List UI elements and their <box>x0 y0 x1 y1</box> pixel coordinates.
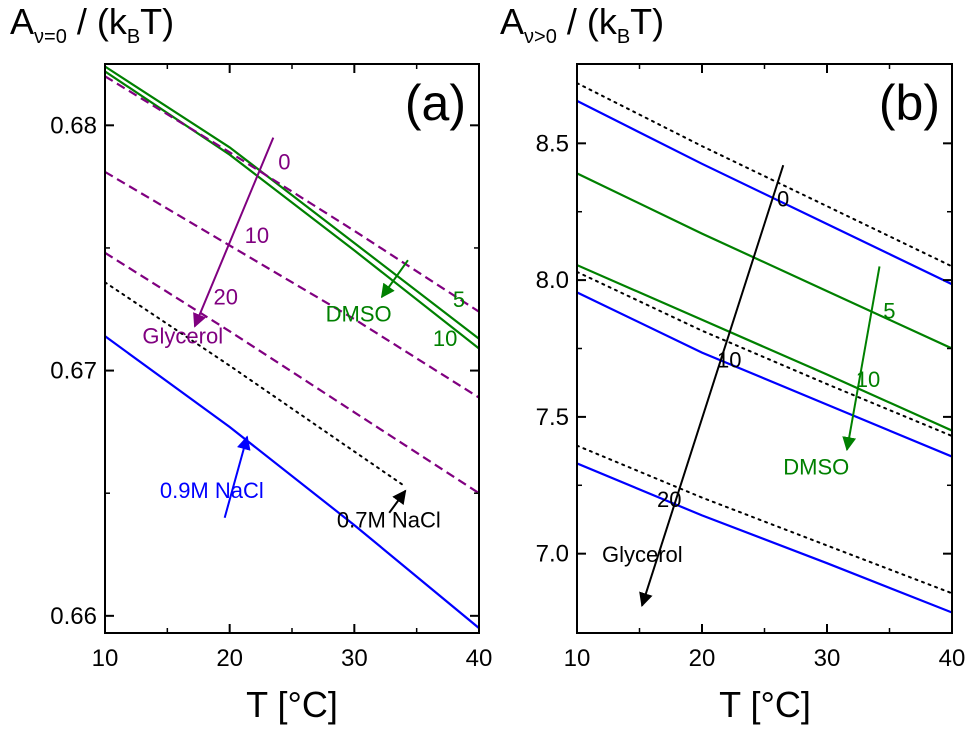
series-line-glycerol-0 <box>577 99 952 286</box>
series-line-dmso-10 <box>577 264 952 432</box>
y-tick-label: 8.0 <box>536 267 569 294</box>
x-axis-label: T [°C] <box>246 684 338 725</box>
x-tick-label: 10 <box>92 645 119 672</box>
y-axis-label: Aν=0 / (kBT) <box>10 1 174 48</box>
annotation-label: DMSO <box>783 454 849 479</box>
annotation-arrow <box>639 164 785 607</box>
annotation-arrow <box>842 266 881 452</box>
annotation-label: 20 <box>657 487 681 512</box>
x-tick-label: 30 <box>814 645 841 672</box>
series-line-glycerol-20 <box>577 462 952 614</box>
annotation-label: DMSO <box>326 302 392 327</box>
panel-label: (b) <box>879 75 940 131</box>
annotation-label: 20 <box>213 284 237 309</box>
annotation-label: Glycerol <box>142 324 223 349</box>
y-tick-label: 8.5 <box>536 130 569 157</box>
x-tick-label: 20 <box>689 645 716 672</box>
series-line-glycerol-0 <box>105 75 479 313</box>
series-line-glycerol-20 <box>105 251 479 495</box>
x-tick-label: 10 <box>564 645 591 672</box>
annotation-label: 5 <box>453 287 465 312</box>
series-line-dmso-5 <box>105 65 479 340</box>
series-line-glycerol-10 <box>577 291 952 458</box>
panel-label: (a) <box>405 75 466 131</box>
series-line-glycerol-10 <box>105 170 479 399</box>
series-lines <box>105 65 479 629</box>
annotation-label: 0.9M NaCl <box>160 478 264 503</box>
annotation-label: Glycerol <box>602 542 683 567</box>
series-line-nacl-0.9m-nacl <box>105 335 479 629</box>
annotation-arrow <box>388 489 407 514</box>
panel-b-chart: 0 10 20 Glycerol 5 10 DMSO 10 20 30 40 7.0 7.5 8.0 8.5… <box>500 1 965 725</box>
annotation-arrow <box>380 259 409 299</box>
annotation-label: 10 <box>245 223 269 248</box>
annotation-label: 10 <box>856 367 880 392</box>
y-tick-label: 7.0 <box>536 541 569 568</box>
series-line-reference <box>577 444 952 595</box>
y-tick-label: 0.67 <box>50 358 97 385</box>
x-tick-label: 40 <box>466 645 493 672</box>
x-tick-label: 20 <box>216 645 243 672</box>
x-tick-label: 40 <box>939 645 966 672</box>
y-tick-label: 0.66 <box>50 603 97 630</box>
series-line-dmso-5 <box>577 172 952 350</box>
series-lines <box>577 82 952 614</box>
y-tick-label: 7.5 <box>536 404 569 431</box>
y-tick-label: 0.68 <box>50 112 97 139</box>
annotation-label: 0 <box>278 149 290 174</box>
y-axis-label: Aν>0 / (kBT) <box>500 1 664 48</box>
series-line-nacl-0.7m-nacl <box>105 281 406 487</box>
annotation-arrow <box>223 435 251 518</box>
annotation-label: 10 <box>717 348 741 373</box>
annotation-label: 0 <box>777 186 789 211</box>
x-tick-label: 30 <box>341 645 368 672</box>
annotation-arrow <box>193 137 275 328</box>
annotation-label: 0.7M NaCl <box>337 508 441 533</box>
annotation-label: 10 <box>433 326 457 351</box>
panel-a-chart: 0 10 20 Glycerol DMSO 5 10 0.9M NaCl 0.7M NaCl 10… <box>10 1 492 725</box>
series-line-reference <box>577 82 952 268</box>
series-line-reference <box>577 270 952 437</box>
annotation-label: 5 <box>883 298 895 323</box>
x-axis-label: T [°C] <box>719 684 811 725</box>
